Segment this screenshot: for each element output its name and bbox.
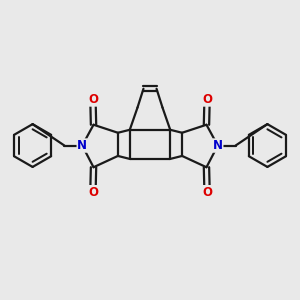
Text: O: O <box>202 93 212 106</box>
Text: O: O <box>88 93 98 106</box>
Text: O: O <box>88 186 98 199</box>
Text: O: O <box>202 186 212 199</box>
Text: N: N <box>77 139 87 152</box>
Text: N: N <box>213 139 223 152</box>
